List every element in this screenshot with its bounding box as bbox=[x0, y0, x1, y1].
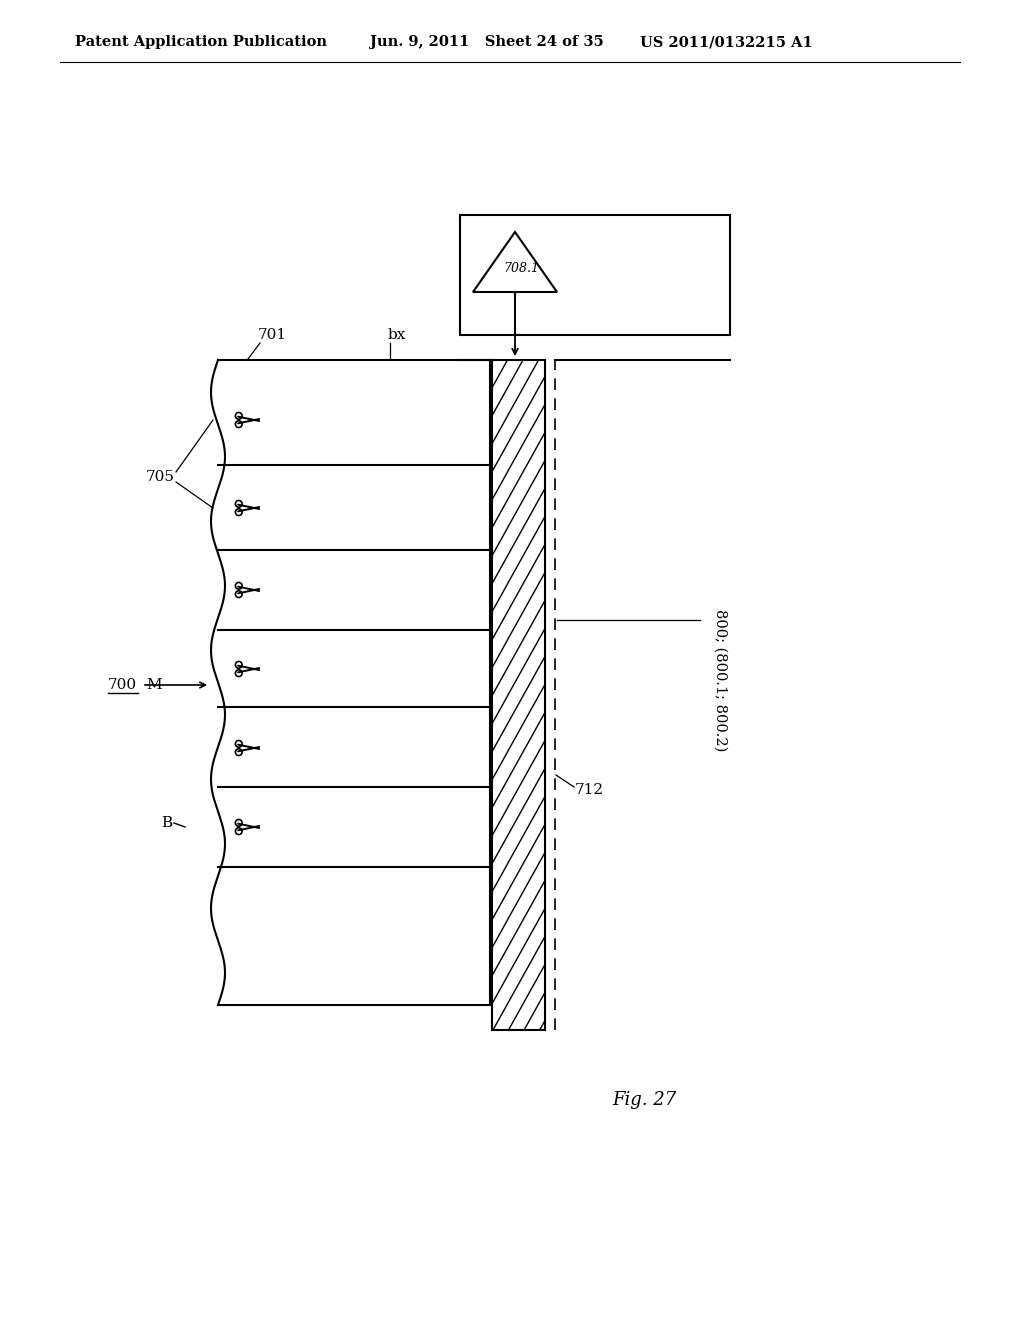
Polygon shape bbox=[473, 232, 557, 292]
Bar bbox=[460, 215, 730, 335]
Text: 705: 705 bbox=[146, 470, 175, 484]
Text: Fig. 27: Fig. 27 bbox=[612, 1092, 676, 1109]
Text: Patent Application Publication: Patent Application Publication bbox=[75, 36, 327, 49]
Text: Jun. 9, 2011   Sheet 24 of 35: Jun. 9, 2011 Sheet 24 of 35 bbox=[370, 36, 604, 49]
Text: 708.1: 708.1 bbox=[503, 263, 539, 276]
Text: US 2011/0132215 A1: US 2011/0132215 A1 bbox=[640, 36, 813, 49]
Text: 712: 712 bbox=[575, 783, 604, 797]
Bar bbox=[492, 360, 545, 1030]
Text: M: M bbox=[146, 678, 162, 692]
Text: 701: 701 bbox=[258, 327, 287, 342]
Text: 700: 700 bbox=[108, 678, 137, 692]
Text: bx: bx bbox=[388, 327, 407, 342]
Text: B: B bbox=[161, 816, 172, 830]
Text: 800; (800.1; 800.2): 800; (800.1; 800.2) bbox=[713, 609, 727, 751]
